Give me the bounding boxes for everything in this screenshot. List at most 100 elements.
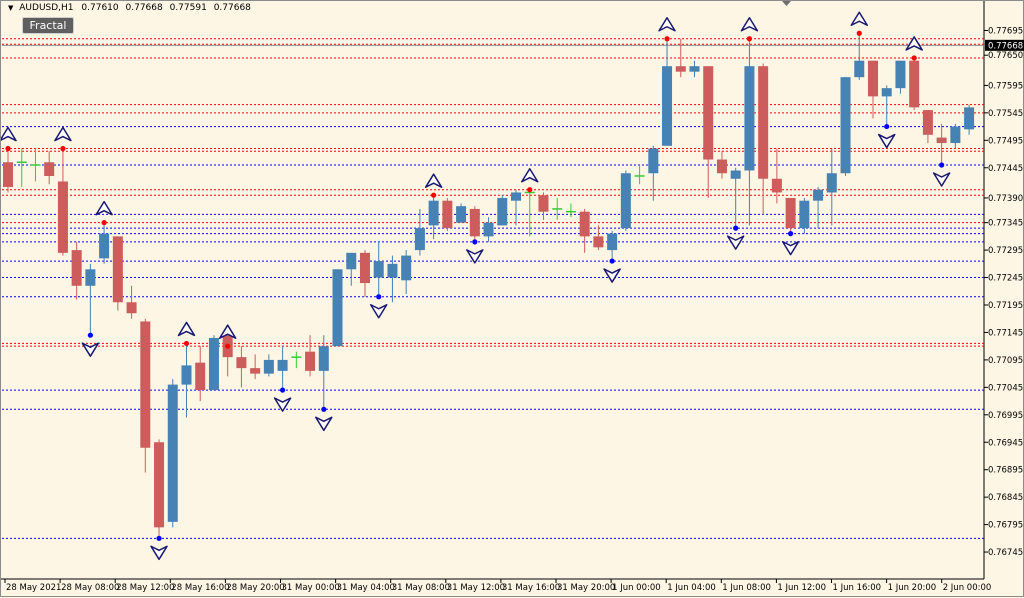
candle-body[interactable] (332, 269, 343, 347)
candle-body[interactable] (57, 181, 68, 253)
price-tick-label: 0.76845 (988, 493, 1023, 503)
candle-body[interactable] (359, 252, 370, 284)
candle-body[interactable] (909, 60, 920, 108)
candle-body[interactable] (497, 197, 508, 226)
time-tick-label: 1 Jun 16:00 (833, 583, 882, 593)
fractal-indicator-button[interactable]: Fractal (22, 17, 74, 34)
candle-body[interactable] (346, 252, 357, 270)
candle-body[interactable] (703, 66, 714, 160)
scroll-marker-icon[interactable] (782, 1, 791, 6)
candle-body[interactable] (840, 77, 851, 174)
price-tick-label: 0.77695 (988, 27, 1023, 37)
candle-body[interactable] (730, 170, 741, 179)
fractal-down-arrow-icon (877, 133, 896, 149)
candle-body[interactable] (675, 66, 686, 72)
up-fractal-dot (911, 55, 917, 61)
candle-body[interactable] (511, 192, 522, 201)
candle-body[interactable] (387, 263, 398, 278)
candle-body[interactable] (662, 66, 673, 146)
candle-body[interactable] (538, 195, 549, 212)
candle-body[interactable] (85, 269, 96, 286)
candle-body[interactable] (483, 222, 494, 237)
time-tick-label: 31 May 04:00 (337, 583, 395, 593)
candle-body[interactable] (785, 197, 796, 229)
fractal-down-arrow-icon (81, 342, 100, 357)
candle-body[interactable] (758, 66, 769, 179)
candle-body[interactable] (208, 337, 219, 391)
candle-body[interactable] (950, 126, 961, 144)
candle-body[interactable] (620, 173, 631, 229)
fractal-up-arrow-icon (658, 16, 676, 32)
candle-body[interactable] (826, 173, 837, 193)
fractal-up-arrow-icon (218, 324, 237, 339)
down-fractal-dot (939, 162, 945, 168)
fractal-up-arrow-icon (850, 11, 869, 26)
candle-body[interactable] (263, 359, 274, 374)
candle-body[interactable] (771, 178, 782, 193)
candle-body[interactable] (318, 346, 329, 371)
current-price-label: 0.77668 (988, 41, 1023, 51)
candle-body[interactable] (744, 66, 755, 171)
candle-body[interactable] (99, 233, 110, 259)
candle-body[interactable] (414, 228, 425, 251)
candle-body[interactable] (71, 250, 82, 286)
candle-body[interactable] (689, 66, 700, 72)
candle-body[interactable] (428, 200, 439, 226)
candle-body[interactable] (195, 362, 206, 391)
price-tick-label: 0.76995 (988, 411, 1023, 421)
time-tick-label: 2 Jun 00:00 (943, 583, 992, 593)
candle-body[interactable] (593, 236, 604, 248)
candle-body[interactable] (305, 351, 316, 371)
candle-body[interactable] (44, 162, 55, 176)
candle-body[interactable] (469, 208, 480, 237)
candle-body[interactable] (140, 321, 151, 448)
candle-body[interactable] (922, 110, 933, 135)
candle-body[interactable] (456, 206, 467, 223)
up-fractal-dot (183, 340, 190, 347)
candle-body[interactable] (607, 233, 618, 251)
candle-body[interactable] (401, 255, 412, 281)
up-fractal-dot (527, 187, 533, 193)
price-tick-label: 0.76895 (988, 466, 1023, 476)
candle-body[interactable] (716, 159, 727, 174)
candle-body[interactable] (126, 302, 137, 314)
candle-body[interactable] (373, 261, 384, 278)
candle-body[interactable] (154, 442, 165, 528)
symbol-header: ▼ AUDUSD,H1 0.77610 0.77668 0.77591 0.77… (8, 3, 255, 13)
fractal-up-arrow-icon (520, 167, 539, 183)
candle-body[interactable] (442, 200, 453, 229)
price-tick-label: 0.77495 (988, 136, 1023, 146)
price-tick-label: 0.77545 (988, 109, 1023, 119)
candle-body[interactable] (112, 236, 123, 303)
fractal-up-arrow-icon (905, 36, 923, 51)
time-tick-label: 1 Jun 04:00 (667, 583, 716, 593)
time-tick-label: 31 May 20:00 (557, 583, 615, 593)
up-fractal-dot (101, 220, 107, 226)
fractal-down-arrow-icon (603, 268, 621, 283)
candle-body[interactable] (799, 200, 810, 229)
price-tick-label: 0.76795 (988, 521, 1023, 531)
candle-body[interactable] (167, 384, 178, 522)
candle-body[interactable] (936, 137, 947, 144)
time-tick-label: 1 Jun 20:00 (888, 583, 937, 593)
ohlc-close: 0.77668 (213, 3, 251, 13)
candle-body[interactable] (579, 211, 590, 237)
time-tick-label: 28 May 12:00 (116, 583, 174, 593)
candle-body[interactable] (895, 60, 906, 89)
candle-body[interactable] (867, 60, 878, 97)
candle-body[interactable] (181, 365, 192, 385)
candle-body[interactable] (236, 357, 247, 369)
time-tick-label: 1 Jun 08:00 (722, 583, 771, 593)
time-tick-label: 31 May 00:00 (282, 583, 340, 593)
candle-body[interactable] (277, 359, 288, 371)
candle-body[interactable] (964, 107, 975, 130)
candle-body[interactable] (854, 60, 865, 78)
candle-body[interactable] (813, 189, 824, 201)
candle-body[interactable] (881, 88, 892, 97)
triangle-down-icon[interactable]: ▼ (8, 4, 14, 12)
candle-body[interactable] (648, 148, 659, 174)
candle-body[interactable] (3, 162, 13, 187)
candle-body[interactable] (250, 368, 261, 374)
